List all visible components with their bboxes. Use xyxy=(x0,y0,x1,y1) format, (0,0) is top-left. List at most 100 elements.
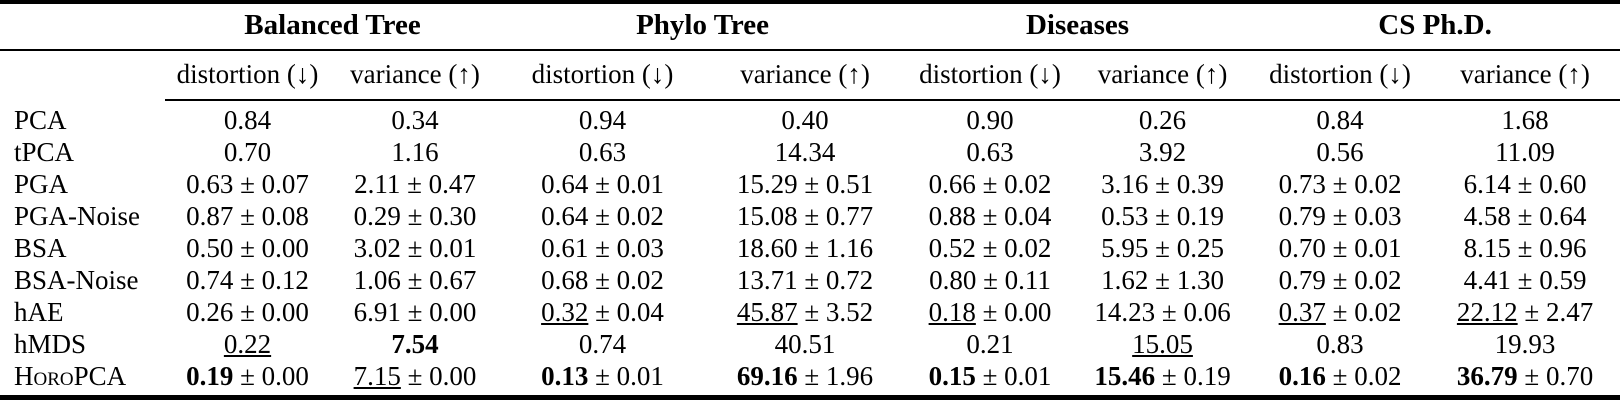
std-value: ± 0.64 xyxy=(1510,201,1587,231)
table-row: HoroPCA 0.19 ± 0.00 7.15 ± 0.00 0.13 ± 0.01… xyxy=(0,360,1620,398)
mean-value: 0.74 xyxy=(578,329,627,359)
subheader-row: distortion (↓) variance (↑) distortion (… xyxy=(0,50,1620,101)
value-cell: 0.94 xyxy=(500,100,705,136)
mean-value: 0.19 xyxy=(186,361,234,391)
mean-value: 0.70 xyxy=(1278,233,1326,263)
value-cell: 0.26 ± 0.00 xyxy=(165,296,330,328)
mean-value: 3.92 xyxy=(1138,137,1187,167)
value-cell: 4.41 ± 0.59 xyxy=(1430,264,1620,296)
column-header-distortion: distortion (↓) xyxy=(905,50,1076,101)
std-value: ± 0.06 xyxy=(1155,297,1231,327)
std-value: ± 0.11 xyxy=(976,265,1051,295)
value-cell: 3.16 ± 0.39 xyxy=(1075,168,1250,200)
std-value: ± 0.02 xyxy=(588,201,664,231)
mean-value: 19.93 xyxy=(1494,329,1556,359)
mean-value: 2.11 xyxy=(354,169,401,199)
value-cell: 0.70 xyxy=(165,136,330,168)
std-value: ± 1.30 xyxy=(1148,265,1224,295)
group-header-phylo-tree: Phylo Tree xyxy=(500,2,906,51)
value-cell: 5.95 ± 0.25 xyxy=(1075,232,1250,264)
mean-value: 1.68 xyxy=(1501,105,1549,135)
std-value: ± 0.96 xyxy=(1510,233,1587,263)
value-cell: 7.15 ± 0.00 xyxy=(330,360,500,398)
mean-value: 0.26 xyxy=(1138,105,1187,135)
std-value: ± 0.39 xyxy=(1148,169,1224,199)
mean-value: 0.64 xyxy=(541,169,589,199)
value-cell: 0.37 ± 0.02 xyxy=(1250,296,1430,328)
value-cell: 0.61 ± 0.03 xyxy=(500,232,705,264)
mean-value: 0.56 xyxy=(1316,137,1364,167)
value-cell: 0.64 ± 0.01 xyxy=(500,168,705,200)
value-cell: 0.52 ± 0.02 xyxy=(905,232,1075,264)
std-value: ± 0.70 xyxy=(1517,361,1594,391)
mean-value: 0.22 xyxy=(223,329,272,359)
mean-value: 0.63 xyxy=(966,137,1014,167)
column-header-variance: variance (↑) xyxy=(705,50,906,101)
mean-value: 0.88 xyxy=(928,201,976,231)
column-header-distortion: distortion (↓) xyxy=(1250,50,1431,101)
mean-value: 0.66 xyxy=(928,169,976,199)
std-value: ± 0.00 xyxy=(233,233,309,263)
mean-value: 5.95 xyxy=(1101,233,1149,263)
mean-value: 0.83 xyxy=(1316,329,1364,359)
table-row: BSA 0.50 ± 0.00 3.02 ± 0.01 0.61 ± 0.03 18.6… xyxy=(0,232,1620,264)
std-value: ± 0.02 xyxy=(1325,169,1402,199)
group-header-row: Balanced Tree Phylo Tree Diseases CS Ph.… xyxy=(0,2,1620,51)
mean-value: 0.63 xyxy=(186,169,234,199)
std-value: ± 0.12 xyxy=(233,265,309,295)
row-label: PGA-Noise xyxy=(14,201,140,231)
std-value: ± 1.16 xyxy=(797,233,874,263)
std-value: ± 0.72 xyxy=(797,265,874,295)
mean-value: 0.16 xyxy=(1278,361,1326,391)
std-value: ± 0.07 xyxy=(233,169,309,199)
value-cell: 0.63 xyxy=(905,136,1075,168)
row-label: PCA xyxy=(14,104,67,135)
value-cell: 0.70 ± 0.01 xyxy=(1250,232,1430,264)
mean-value: 0.70 xyxy=(223,137,272,167)
value-cell: 3.92 xyxy=(1075,136,1250,168)
table-row: tPCA 0.70 1.16 0.63 14.34 0.63 3.92 0.56 11.09 xyxy=(0,136,1620,168)
std-value: ± 0.01 xyxy=(588,169,664,199)
std-value: ± 0.02 xyxy=(1325,265,1402,295)
mean-value: 0.37 xyxy=(1278,297,1326,327)
value-cell: 0.56 xyxy=(1250,136,1430,168)
mean-value: 7.15 xyxy=(353,361,401,391)
mean-value: 6.91 xyxy=(353,297,401,327)
std-value: ± 0.03 xyxy=(1325,201,1402,231)
mean-value: 0.29 xyxy=(353,201,401,231)
mean-value: 14.23 xyxy=(1094,297,1156,327)
row-label: PGA xyxy=(14,169,69,199)
value-cell: 0.22 xyxy=(165,328,330,360)
table-body: PCA 0.84 0.34 0.94 0.40 0.90 0.26 0.84 1.68 tPCA 0… xyxy=(0,100,1620,398)
std-value: ± 0.03 xyxy=(588,233,664,263)
mean-value: 3.02 xyxy=(353,233,401,263)
mean-value: 11.09 xyxy=(1495,137,1555,167)
value-cell: 0.13 ± 0.01 xyxy=(500,360,705,398)
mean-value: 36.79 xyxy=(1456,361,1518,391)
value-cell: 1.68 xyxy=(1430,100,1620,136)
std-value: ± 0.01 xyxy=(588,361,664,391)
group-header-diseases: Diseases xyxy=(905,2,1251,51)
value-cell: 0.73 ± 0.02 xyxy=(1250,168,1430,200)
std-value: ± 0.02 xyxy=(975,233,1052,263)
mean-value: 6.14 xyxy=(1463,169,1511,199)
group-header-balanced-tree: Balanced Tree xyxy=(165,2,501,51)
value-cell: 1.06 ± 0.67 xyxy=(330,264,500,296)
value-cell: 0.64 ± 0.02 xyxy=(500,200,705,232)
value-cell: 15.08 ± 0.77 xyxy=(705,200,905,232)
std-value: ± 0.01 xyxy=(975,361,1052,391)
mean-value: 15.05 xyxy=(1132,329,1193,359)
value-cell: 0.21 xyxy=(905,328,1075,360)
mean-value: 18.60 xyxy=(736,233,798,263)
std-value: ± 0.00 xyxy=(975,297,1052,327)
value-cell: 0.16 ± 0.02 xyxy=(1250,360,1430,398)
value-cell: 3.02 ± 0.01 xyxy=(330,232,500,264)
mean-value: 0.63 xyxy=(578,137,627,167)
mean-value: 0.15 xyxy=(928,361,976,391)
mean-value: 0.79 xyxy=(1278,265,1326,295)
column-header-variance: variance (↑) xyxy=(1075,50,1251,101)
mean-value: 4.41 xyxy=(1463,265,1511,295)
value-cell: 11.09 xyxy=(1430,136,1620,168)
mean-value: 0.52 xyxy=(928,233,976,263)
table-row: hMDS 0.22 7.54 0.74 40.51 0.21 15.05 0.83 19.93 xyxy=(0,328,1620,360)
